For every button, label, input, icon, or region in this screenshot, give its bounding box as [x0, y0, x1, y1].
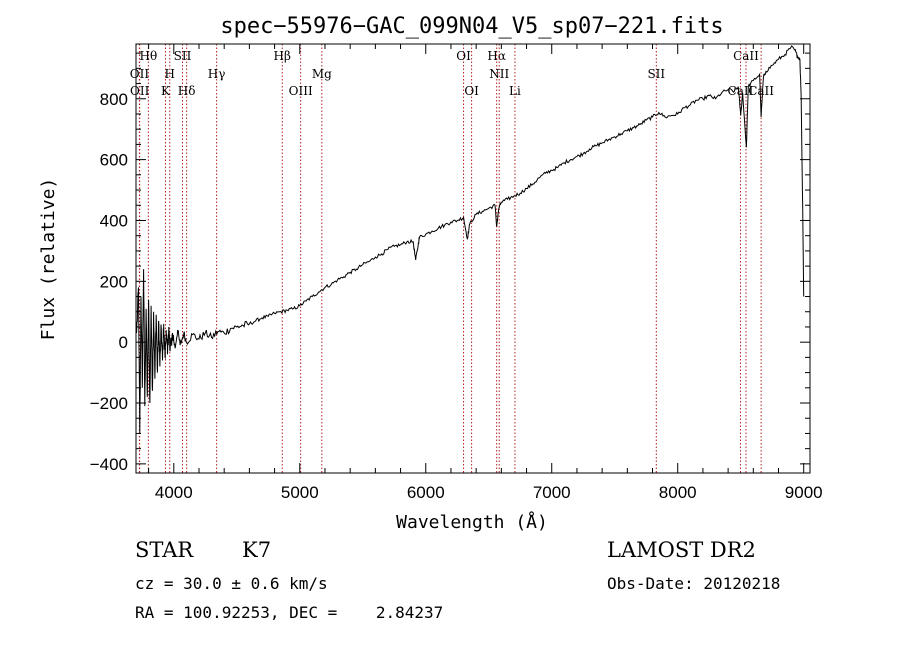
- y-tick-label: 0: [119, 333, 128, 352]
- redshift-readout: cz = 30.0 ± 0.6 km/s: [135, 574, 328, 593]
- y-tick-label: 800: [100, 90, 128, 109]
- y-tick-label: 400: [100, 211, 128, 230]
- y-tick-label: 600: [100, 151, 128, 170]
- y-tick-label: 200: [100, 272, 128, 291]
- spectral-line-label: OIII: [289, 84, 313, 98]
- chart-title: spec−55976−GAC_099N04_V5_sp07−221.fits: [220, 14, 723, 39]
- plot-frame: [135, 43, 811, 474]
- spectral-line-label: SII: [647, 67, 665, 81]
- spectral-line-label: Hβ: [274, 49, 291, 63]
- y-tick-label: −400: [90, 455, 128, 474]
- observation-date: Obs-Date: 20120218: [607, 574, 781, 593]
- y-axis-label: Flux (relative): [38, 178, 59, 341]
- x-tick-label: 5000: [281, 483, 319, 502]
- x-tick-label: 8000: [659, 483, 697, 502]
- x-tick-label: 9000: [785, 483, 823, 502]
- x-axis-label: Wavelength (Å): [396, 511, 548, 533]
- spectral-line-label: OII: [130, 84, 150, 98]
- x-tick-label: 7000: [533, 483, 571, 502]
- object-class: STAR: [135, 538, 194, 562]
- spectral-line-label: OII: [130, 67, 150, 81]
- spectral-line-label: CaII: [733, 49, 759, 63]
- y-tick-label: −200: [90, 394, 128, 413]
- spectral-line-label: NII: [489, 67, 509, 81]
- spectral-line-label: Hα: [487, 49, 506, 63]
- object-subclass: K7: [242, 538, 272, 562]
- coordinates-readout: RA = 100.92253, DEC = 2.84237: [135, 603, 444, 622]
- spectrum-line: [136, 45, 805, 434]
- spectral-line-label: Hγ: [208, 67, 226, 81]
- spectral-line-label: SII: [174, 49, 192, 63]
- axis-ticks: 4000 5000 6000 7000 8000 9000 −400 −200 0 200 400 6…: [90, 44, 823, 502]
- spectral-line-label: CaII: [748, 84, 774, 98]
- spectral-line-label: Mg: [312, 67, 332, 81]
- spectral-line-label: Hθ: [139, 49, 157, 63]
- spectral-line-label: OI: [456, 49, 471, 63]
- spectral-line-label: OI: [464, 84, 479, 98]
- x-tick-label: 6000: [407, 483, 445, 502]
- spectral-line-label: Hδ: [178, 84, 196, 98]
- spectral-line-label: K: [161, 84, 171, 98]
- x-tick-label: 4000: [155, 483, 193, 502]
- survey-name: LAMOST DR2: [607, 538, 756, 562]
- spectral-line-label: H: [165, 67, 175, 81]
- plot-border: [135, 43, 811, 474]
- spectral-line-label: Li: [509, 84, 521, 98]
- spectral-line-label: CaII: [728, 84, 754, 98]
